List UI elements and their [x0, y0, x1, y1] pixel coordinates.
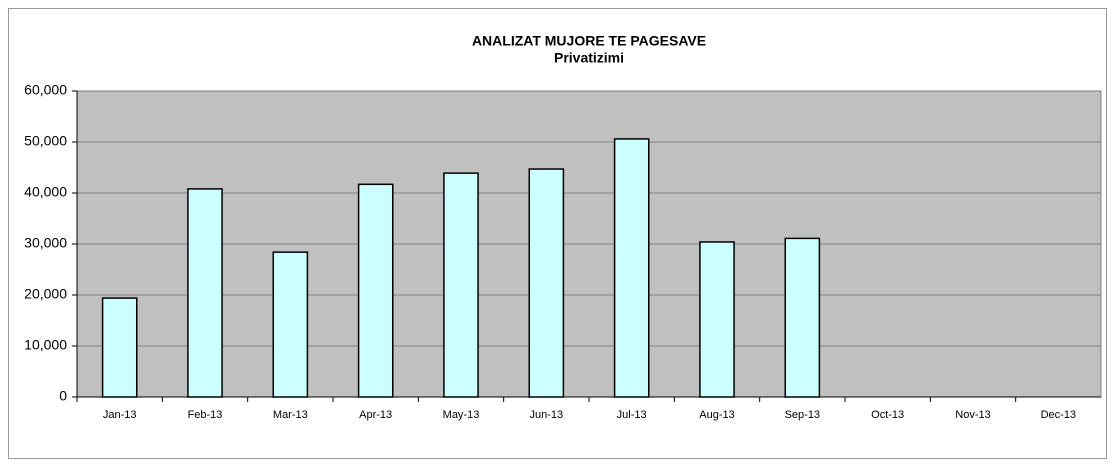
y-tick-label: 30,000 — [24, 235, 67, 251]
x-tick-label: Apr-13 — [359, 409, 392, 421]
bar — [613, 138, 650, 398]
y-tick-label: 50,000 — [24, 133, 67, 149]
bar — [699, 241, 735, 398]
x-tick-label: Jun-13 — [530, 409, 564, 421]
x-tick-label: Feb-13 — [188, 409, 223, 421]
bar — [187, 188, 223, 398]
x-tick-label: Sep-13 — [785, 409, 820, 421]
bar — [443, 172, 479, 398]
x-tick-label: Dec-13 — [1041, 409, 1076, 421]
x-tick-label: Oct-13 — [871, 409, 904, 421]
y-tick-label: 60,000 — [24, 82, 67, 98]
chart-title: ANALIZAT MUJORE TE PAGESAVE — [472, 33, 706, 49]
chart-subtitle: Privatizimi — [554, 50, 624, 66]
bar — [528, 168, 565, 398]
bar — [101, 297, 138, 398]
y-tick-label: 20,000 — [24, 286, 67, 302]
bar — [784, 237, 821, 398]
x-tick-label: May-13 — [443, 409, 480, 421]
x-tick-label: Jan-13 — [103, 409, 137, 421]
bar — [272, 251, 309, 398]
x-tick-label: Aug-13 — [699, 409, 734, 421]
y-tick-label: 10,000 — [24, 337, 67, 353]
x-tick-label: Nov-13 — [955, 409, 990, 421]
bar — [357, 183, 394, 398]
y-tick-label: 0 — [59, 388, 67, 404]
y-tick-label: 40,000 — [24, 184, 67, 200]
x-tick-label: Jul-13 — [617, 409, 647, 421]
x-tick-label: Mar-13 — [273, 409, 308, 421]
